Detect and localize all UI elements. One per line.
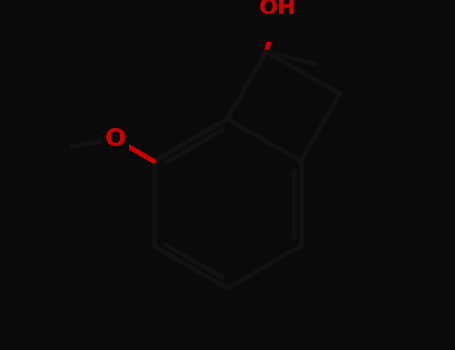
Text: OH: OH (259, 0, 296, 18)
Text: O: O (105, 127, 126, 151)
